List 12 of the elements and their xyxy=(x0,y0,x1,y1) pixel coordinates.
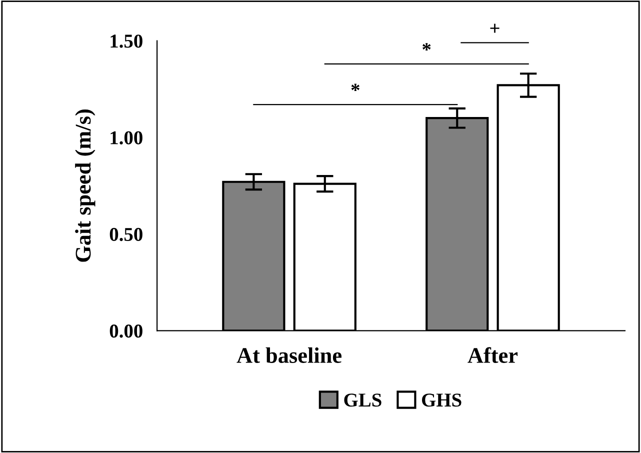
y-tick-label: 1.50 xyxy=(110,34,142,48)
y-axis-title: Gait speed (m/s) xyxy=(75,110,96,262)
legend-label: GHS xyxy=(422,394,462,407)
legend-label: GLS xyxy=(344,394,382,407)
x-tick-label: At baseline xyxy=(236,347,342,363)
y-tick-label: 0.50 xyxy=(110,228,142,242)
text: + xyxy=(490,24,500,33)
annotation: * xyxy=(422,43,431,50)
x-tick-label: After xyxy=(468,347,518,363)
y-tick-label: 1.00 xyxy=(110,131,142,144)
y-tick-label: 0.00 xyxy=(110,324,142,338)
annotation: * xyxy=(351,84,360,92)
